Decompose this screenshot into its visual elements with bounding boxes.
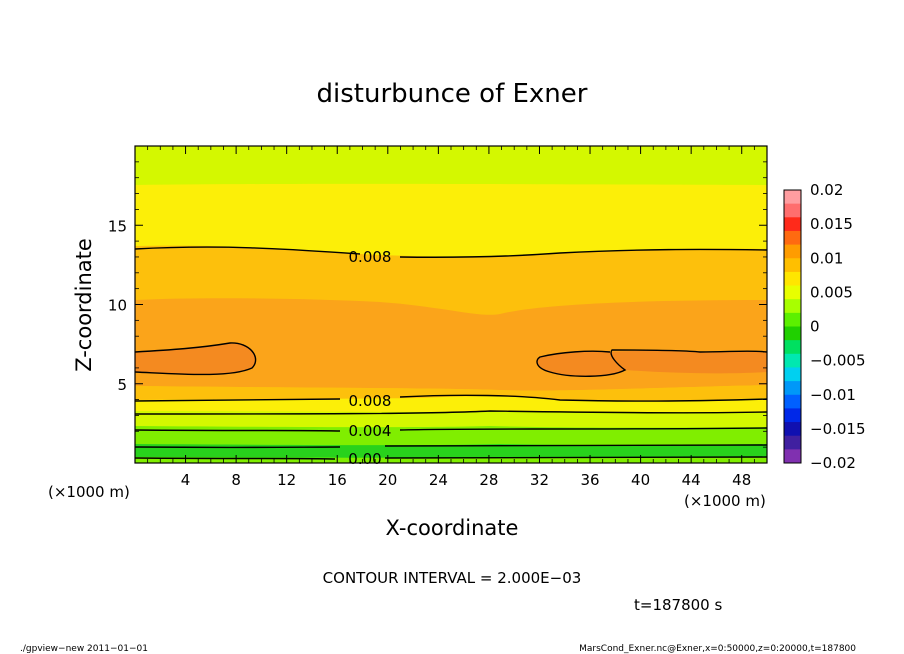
x-unit-label-left: (×1000 m)	[48, 483, 130, 501]
x-tick-label: 36	[580, 471, 599, 489]
x-tick-label: 48	[732, 471, 751, 489]
colorbar-segment	[784, 258, 801, 273]
x-tick-label: 24	[429, 471, 448, 489]
contour-value-label: 0.008	[349, 248, 392, 266]
colorbar-segment	[784, 271, 801, 287]
colorbar-segment	[784, 217, 801, 232]
contour-lines	[134, 246, 768, 460]
colorbar-segment	[784, 203, 801, 218]
y-tick-label: 15	[108, 217, 127, 235]
colorbar-segment	[784, 299, 801, 314]
colorbar-segment	[784, 340, 801, 355]
x-tick-label: 28	[479, 471, 498, 489]
colorbar-label: −0.02	[810, 454, 856, 472]
x-axis-label: X-coordinate	[386, 516, 519, 540]
colorbar-segment	[784, 449, 801, 464]
colorbar-frame	[783, 189, 802, 464]
colorbar-segment	[784, 285, 801, 300]
colorbar-label: 0.005	[810, 283, 853, 301]
x-tick-label: 4	[181, 471, 191, 489]
colorbar-segment	[784, 312, 801, 327]
colorbar-label: 0	[810, 318, 820, 336]
contour-interval-text: CONTOUR INTERVAL = 2.000E−03	[323, 569, 582, 587]
x-tick-label: 8	[231, 471, 241, 489]
contour-band	[135, 342, 256, 375]
x-tick-label: 20	[378, 471, 397, 489]
y-axis-ticks: 5 10 15	[108, 161, 767, 448]
footer-left: ./gpview−new 2011−01−01	[20, 644, 148, 654]
x-axis-ticks: 4 8 12 16 20 24 28 32 36 40 44 48	[147, 146, 755, 489]
x-tick-label: 32	[530, 471, 549, 489]
colorbar-segment	[784, 326, 801, 341]
contour-line	[134, 342, 257, 376]
colorbar-label: 0.01	[810, 249, 843, 267]
contour-band	[537, 350, 767, 377]
colorbar-segment	[784, 244, 801, 259]
contour-value-label: 0.00	[348, 450, 381, 468]
footer-right: MarsCond_Exner.nc@Exner,x=0:50000,z=0:20…	[579, 644, 856, 654]
colorbar-segment	[784, 381, 801, 396]
colorbar: 0.02 0.015 0.01 0.005 0 −0.005 −0.01 −0.015 −0.0…	[783, 181, 866, 472]
y-axis-label: Z-coordinate	[72, 238, 96, 372]
colorbar-label: 0.02	[810, 181, 843, 199]
contour-value-label: 0.008	[349, 392, 392, 410]
y-tick-label: 5	[117, 376, 127, 394]
x-tick-label: 44	[682, 471, 701, 489]
x-tick-label: 16	[328, 471, 347, 489]
contour-line	[536, 349, 768, 377]
contour-line	[134, 444, 768, 449]
colorbar-segment	[784, 422, 801, 437]
colorbar-segment	[784, 230, 801, 246]
colorbar-segment	[784, 190, 801, 205]
contour-line	[134, 410, 768, 415]
contour-line	[134, 394, 768, 402]
colorbar-label: −0.005	[810, 352, 866, 370]
contour-value-label: 0.004	[349, 422, 392, 440]
colorbar-segment	[784, 353, 801, 368]
colorbar-segment	[784, 367, 801, 382]
colorbar-label: −0.01	[810, 386, 856, 404]
chart-title: disturbunce of Exner	[317, 79, 588, 109]
x-tick-label: 40	[631, 471, 650, 489]
contour-line	[134, 427, 768, 432]
time-text: t=187800 s	[634, 596, 722, 614]
colorbar-label: −0.015	[810, 420, 866, 438]
contour-line	[134, 246, 768, 258]
x-tick-label: 12	[277, 471, 296, 489]
filled-contour-bands	[135, 146, 767, 463]
colorbar-segment	[784, 408, 801, 423]
colorbar-segment	[784, 394, 801, 409]
contour-line	[134, 456, 768, 460]
x-unit-label-right: (×1000 m)	[684, 492, 766, 510]
colorbar-label: 0.015	[810, 215, 853, 233]
colorbar-segment	[784, 435, 801, 450]
y-tick-label: 10	[108, 297, 127, 315]
